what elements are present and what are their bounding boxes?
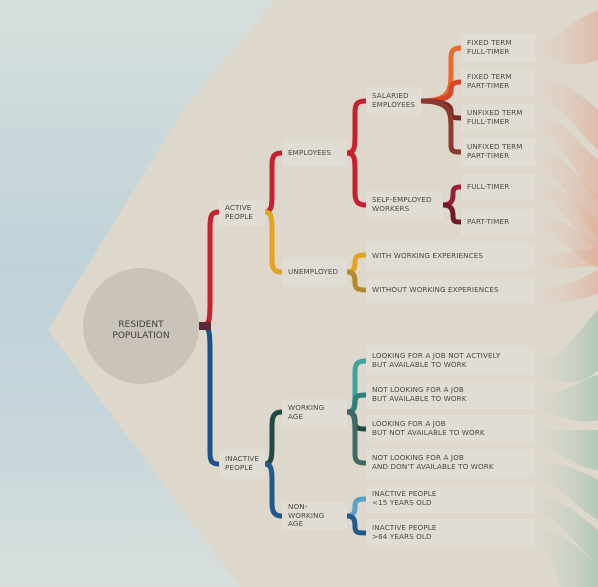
node-fixed-full[interactable]: FIXED TERM FULL-TIMER [461,34,535,62]
node-working-age[interactable]: WORKING AGE [282,399,347,427]
brace-self-employed [344,150,369,208]
node-not-looking-not-available[interactable]: NOT LOOKING FOR A JOB AND DON'T AVAILABL… [366,449,535,477]
node-unfixed-full[interactable]: UNFIXED TERM FULL-TIMER [461,104,535,132]
node-inactive-under-15-label: INACTIVE PEOPLE <15 YEARS OLD [372,489,437,507]
node-employees[interactable]: EMPLOYEES [282,140,347,166]
node-with-working-experiences-label: WITH WORKING EXPERIENCES [372,250,484,260]
node-unfixed-part-label: UNFIXED TERM PART-TIMER [467,142,523,160]
node-fixed-part-label: FIXED TERM PART-TIMER [467,72,512,90]
node-active-people[interactable]: ACTIVE PEOPLE [219,200,265,226]
node-inactive-people-label: INACTIVE PEOPLE [225,454,260,472]
node-without-working-experiences-label: WITHOUT WORKING EXPERIENCES [372,284,499,294]
node-unemployed-label: UNEMPLOYED [288,266,339,276]
node-part-timer[interactable]: PART-TIMER [461,209,535,235]
node-employees-label: EMPLOYEES [288,147,332,157]
node-full-timer-label: FULL-TIMER [467,181,510,191]
node-fixed-part[interactable]: FIXED TERM PART-TIMER [461,68,535,96]
flow-streams [535,10,598,587]
node-non-working-age[interactable]: NON-WORKING AGE [282,502,347,530]
node-looking-not-active[interactable]: LOOKING FOR A JOB NOT ACTIVELY BUT AVAIL… [366,347,535,375]
node-self-employed[interactable]: SELF-EMPLOYED WORKERS [366,191,443,219]
brace-working-subs [344,358,369,466]
node-salaried-employees-label: SALARIED EMPLOYEES [372,91,416,109]
node-working-age-label: WORKING AGE [288,403,325,421]
node-unfixed-part[interactable]: UNFIXED TERM PART-TIMER [461,138,535,166]
node-non-working-age-label: NON-WORKING AGE [288,502,325,529]
brace-nonworking-subs [344,496,369,536]
node-with-working-experiences[interactable]: WITH WORKING EXPERIENCES [366,243,535,269]
node-inactive-people[interactable]: INACTIVE PEOPLE [219,451,265,477]
node-not-looking-available-label: NOT LOOKING FOR A JOB BUT AVAILABLE TO W… [372,385,467,403]
node-inactive-over-64-label: INACTIVE PEOPLE >64 YEARS OLD [372,523,437,541]
node-looking-not-available-label: LOOKING FOR A JOB BUT NOT AVAILABLE TO W… [372,419,485,437]
brace-without-exp [344,269,369,293]
node-inactive-under-15[interactable]: INACTIVE PEOPLE <15 YEARS OLD [366,485,535,513]
node-unfixed-full-label: UNFIXED TERM FULL-TIMER [467,108,523,126]
node-part-timer-label: PART-TIMER [467,216,510,226]
node-full-timer[interactable]: FULL-TIMER [461,174,535,200]
node-without-working-experiences[interactable]: WITHOUT WORKING EXPERIENCES [366,277,535,303]
node-salaried-employees[interactable]: SALARIED EMPLOYEES [366,87,421,115]
brace-non-working-age [262,461,285,519]
node-fixed-full-label: FIXED TERM FULL-TIMER [467,38,512,56]
brace-salaried [344,98,369,156]
node-inactive-over-64[interactable]: INACTIVE PEOPLE >64 YEARS OLD [366,519,535,547]
root-label: RESIDENT POPULATION [112,320,170,341]
node-not-looking-available[interactable]: NOT LOOKING FOR A JOB BUT AVAILABLE TO W… [366,381,535,409]
root-circle [83,268,199,384]
node-active-people-label: ACTIVE PEOPLE [225,203,254,221]
node-looking-not-available[interactable]: LOOKING FOR A JOB BUT NOT AVAILABLE TO W… [366,415,535,443]
brace-contracts [418,45,464,155]
node-self-employed-label: SELF-EMPLOYED WORKERS [372,195,432,213]
brace-working-age [262,409,285,467]
node-looking-not-active-label: LOOKING FOR A JOB NOT ACTIVELY BUT AVAIL… [372,351,501,369]
node-unemployed[interactable]: UNEMPLOYED [282,259,347,285]
node-not-looking-not-available-label: NOT LOOKING FOR A JOB AND DON'T AVAILABL… [372,453,494,471]
brace-junction [199,322,211,330]
brace-self-time [440,184,464,225]
brace-employees [262,150,285,215]
brace-unemployed [262,209,285,275]
